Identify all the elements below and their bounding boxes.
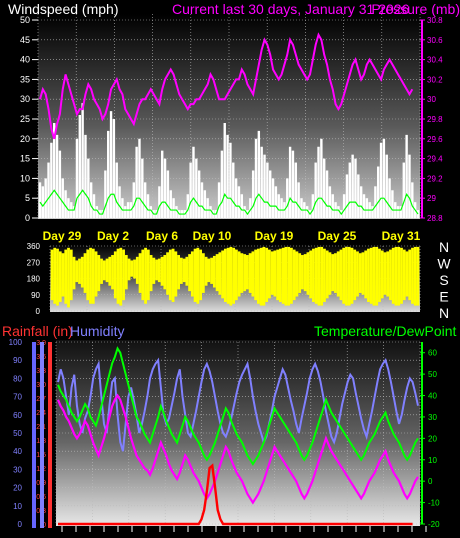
humidity-series: [57, 357, 419, 452]
temperature-y-tick-label: 60: [428, 349, 437, 358]
dewpoint-line: [56, 393, 419, 505]
pressure-y-tick-label: 30.2: [427, 75, 443, 84]
wind-y-tick-label: 35: [20, 74, 30, 84]
temperature-series: [57, 346, 419, 466]
pressure-y-tick-label: 29.4: [427, 155, 443, 164]
temperature-y-tick-label: 50: [428, 370, 437, 379]
rainfall-line: [58, 463, 413, 526]
gust-line: [39, 189, 419, 216]
temperature-title: Temperature/DewPoint (F): [314, 323, 460, 339]
temperature-x-ticks: [61, 526, 427, 532]
wind-direction-series: [50, 246, 420, 308]
temperature-y-tick-label: 30: [428, 413, 437, 422]
humidity-y-axis: 0 10 20 30 40 50 60 70 80 90 100: [9, 338, 23, 529]
wind-y-tick-label: 5: [25, 193, 30, 203]
rainfall-y-tick-label: 0: [42, 522, 46, 529]
day-label: Day 6: [146, 229, 178, 243]
pressure-y-tick-label: 28.8: [427, 214, 443, 223]
humidity-title: Humidity: [70, 323, 124, 339]
day-label: Day 10: [193, 229, 232, 243]
day-label: Day 31: [382, 229, 421, 243]
humidity-y-tick-label: 80: [13, 374, 22, 383]
pressure-unit-label: Pressure (mb): [371, 1, 460, 17]
wind-y-tick-label: 40: [20, 55, 30, 65]
pressure-line: [39, 32, 414, 140]
windspeed-series: [38, 103, 420, 218]
humidity-y-tick-label: 10: [13, 502, 22, 511]
compass-label: S: [439, 272, 448, 288]
temperature-y-tick-label: 20: [428, 434, 437, 443]
x-axis-day-labels: Day 29 Day 2 Day 6 Day 10 Day 19 Day 25 Day 31: [43, 229, 421, 243]
temperature-y-tick-label: 0: [428, 477, 433, 486]
pressure-y-tick-label: 29: [427, 194, 436, 203]
direction-y-tick-label: 0: [36, 307, 41, 316]
humidity-y-tick-label: 90: [13, 356, 22, 365]
gust-series: [39, 189, 419, 216]
wind-y-tick-label: 50: [20, 15, 30, 25]
wind-y-tick-label: 10: [20, 173, 30, 183]
humidity-line: [57, 357, 419, 452]
pressure-y-tick-label: 30: [427, 95, 436, 104]
humidity-axis-bar: [32, 342, 36, 528]
rain-axis-bar: [48, 342, 52, 528]
temperature-y-tick-label: 40: [428, 392, 437, 401]
temperature-line: [57, 346, 419, 466]
day-label: Day 2: [97, 229, 129, 243]
direction-y-tick-label: 360: [27, 242, 41, 251]
humidity-y-tick-label: 20: [13, 484, 22, 493]
current-period-title: Current last 30 days, January 31 2026: [172, 1, 410, 17]
temperature-y-tick-label: 10: [428, 456, 437, 465]
wind-y-tick-label: 25: [20, 114, 30, 124]
direction-y-tick-label: 270: [27, 258, 41, 267]
wind-y-tick-label: 0: [25, 213, 30, 223]
day-label: Day 19: [255, 229, 294, 243]
day-label: Day 29: [43, 229, 82, 243]
wind-y-tick-label: 15: [20, 154, 30, 164]
rainfall-title: Rainfall (in): [2, 323, 73, 339]
temperature-y-tick-label: -10: [428, 499, 440, 508]
humidity-y-tick-label: 60: [13, 411, 22, 420]
wind-y-tick-label: 45: [20, 35, 30, 45]
pressure-y-tick-label: 29.8: [427, 115, 443, 124]
compass-label: N: [439, 239, 449, 255]
humidity-y-tick-label: 0: [18, 520, 23, 529]
compass-label: N: [439, 305, 449, 321]
temperature-y-tick-label: -20: [428, 520, 440, 529]
humidity-y-tick-label: 40: [13, 447, 22, 456]
wind-y-tick-label: 30: [20, 94, 30, 104]
compass-label: E: [439, 289, 448, 305]
pressure-y-tick-label: 30.4: [427, 56, 443, 65]
direction-y-tick-label: 180: [27, 275, 41, 284]
temperature-y-axis: -20 -10 0 10 20 30 40 50 60: [420, 342, 440, 529]
direction-y-tick-label: 90: [31, 291, 40, 300]
rainfall-axis-bar: [40, 342, 44, 528]
pressure-series: [39, 32, 414, 140]
compass-label: W: [437, 256, 451, 272]
pressure-y-tick-label: 30.6: [427, 36, 443, 45]
day-label: Day 25: [318, 229, 357, 243]
dewpoint-series: [56, 393, 419, 505]
wind-y-tick-label: 20: [20, 134, 30, 144]
windspeed-title: Windspeed (mph): [8, 1, 119, 17]
pressure-y-tick-label: 29.2: [427, 174, 443, 183]
pressure-y-tick-label: 30.8: [427, 16, 443, 25]
wind-y-axis: 0 5 10 15 20 25 30 35 40 45 50: [20, 15, 38, 223]
pressure-y-axis: 28.8 29 29.2 29.4 29.6 29.8 30 30.2 30.4 30.6 30.8: [420, 16, 443, 223]
direction-y-axis: 0 90 180 270 360: [27, 242, 41, 316]
rainfall-series: [58, 463, 413, 526]
humidity-y-tick-label: 100: [9, 338, 23, 347]
humidity-y-tick-label: 50: [13, 429, 22, 438]
humidity-y-tick-label: 30: [13, 465, 22, 474]
pressure-y-tick-label: 29.6: [427, 135, 443, 144]
humidity-y-tick-label: 70: [13, 393, 22, 402]
